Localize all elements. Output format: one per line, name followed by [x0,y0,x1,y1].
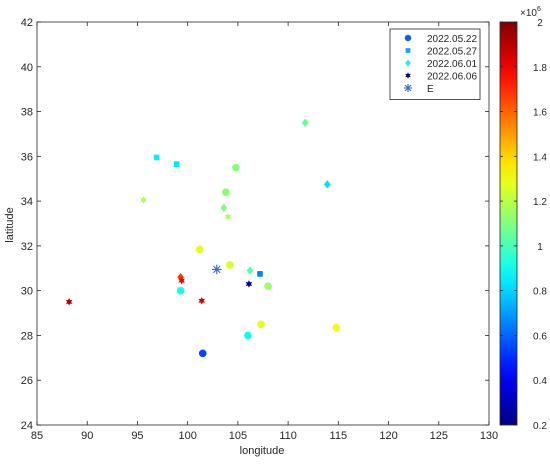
data-points [65,118,341,358]
x-tick-label: 130 [480,430,498,442]
y-tick-label: 26 [21,375,33,387]
colorbar-gradient [499,21,518,426]
x-tick-label: 125 [430,430,448,442]
colorbar-tick-label: 1.2 [533,197,547,208]
colorbar-exponent: ×106 [520,6,541,19]
legend-marker [405,59,411,67]
series-e [211,264,222,275]
y-axis-label: latitude [4,207,16,242]
data-point [226,261,234,269]
y-tick-label: 42 [21,17,33,29]
data-point [153,154,160,161]
colorbar-tick-label: 0.6 [533,331,547,342]
legend-label: 2022.06.01 [427,59,477,70]
colorbar-tick-label: 0.4 [533,376,547,387]
data-point [198,296,206,305]
colorbar-tick-label: 2 [537,18,543,29]
y-tick-label: 32 [21,241,33,253]
y-tick-label: 24 [21,420,33,432]
y-tick-label: 34 [21,196,33,208]
colorbar: 0.2 0.4 0.6 0.8 1 1.2 1.4 1.6 1.8 2×106 [499,6,547,432]
series-2022-05-22 [176,163,341,358]
y-tick-label: 28 [21,330,33,342]
colorbar-tick-label: 0.8 [533,287,547,298]
x-tick-label: 100 [178,430,196,442]
legend-label: 2022.05.22 [427,34,477,45]
data-point [301,118,309,127]
colorbar-tick-label: 0.2 [533,421,547,432]
y-tick-label: 36 [21,151,33,163]
data-point [224,212,232,221]
data-point [211,264,222,275]
x-tick-label: 90 [81,430,93,442]
data-point [198,349,207,358]
data-point [220,203,228,213]
x-axis-label: longitude [240,445,285,457]
y-tick-label: 30 [21,286,33,298]
x-tick-label: 110 [279,430,297,442]
x-tick-label: 95 [131,430,143,442]
colorbar-tick-label: 1.4 [533,152,547,163]
data-point [176,286,185,295]
data-point [257,320,265,329]
colorbar-tick-label: 1 [537,242,543,253]
colorbar-tick-label: 1.8 [533,63,547,74]
x-tick-label: 115 [330,430,348,442]
x-tick-label: 85 [31,430,43,442]
data-point [257,271,263,277]
legend-label: 2022.05.27 [427,47,477,58]
data-point [244,331,252,340]
data-point [323,180,331,189]
legend-marker [404,34,412,42]
data-point [332,323,341,332]
x-tick-label: 120 [379,430,397,442]
legend-label: E [427,84,434,95]
x-tick-label: 105 [229,430,247,442]
data-point [178,276,185,285]
data-point [246,266,254,275]
data-point [140,196,147,204]
legend-marker [405,72,411,79]
series-2022-06-06 [65,196,253,306]
data-point [232,163,240,172]
data-point [195,245,204,254]
legend-marker [403,83,413,93]
data-point [173,161,180,167]
data-point [245,280,253,288]
data-point [264,282,272,291]
y-tick-label: 38 [21,107,33,119]
series-2022-05-27 [153,154,263,277]
data-point [65,298,73,306]
colorbar-tick-label: 1.6 [533,108,547,119]
legend-marker [405,48,411,53]
y-tick-label: 40 [21,62,33,74]
data-point [221,188,230,197]
legend-label: 2022.06.06 [427,72,477,83]
